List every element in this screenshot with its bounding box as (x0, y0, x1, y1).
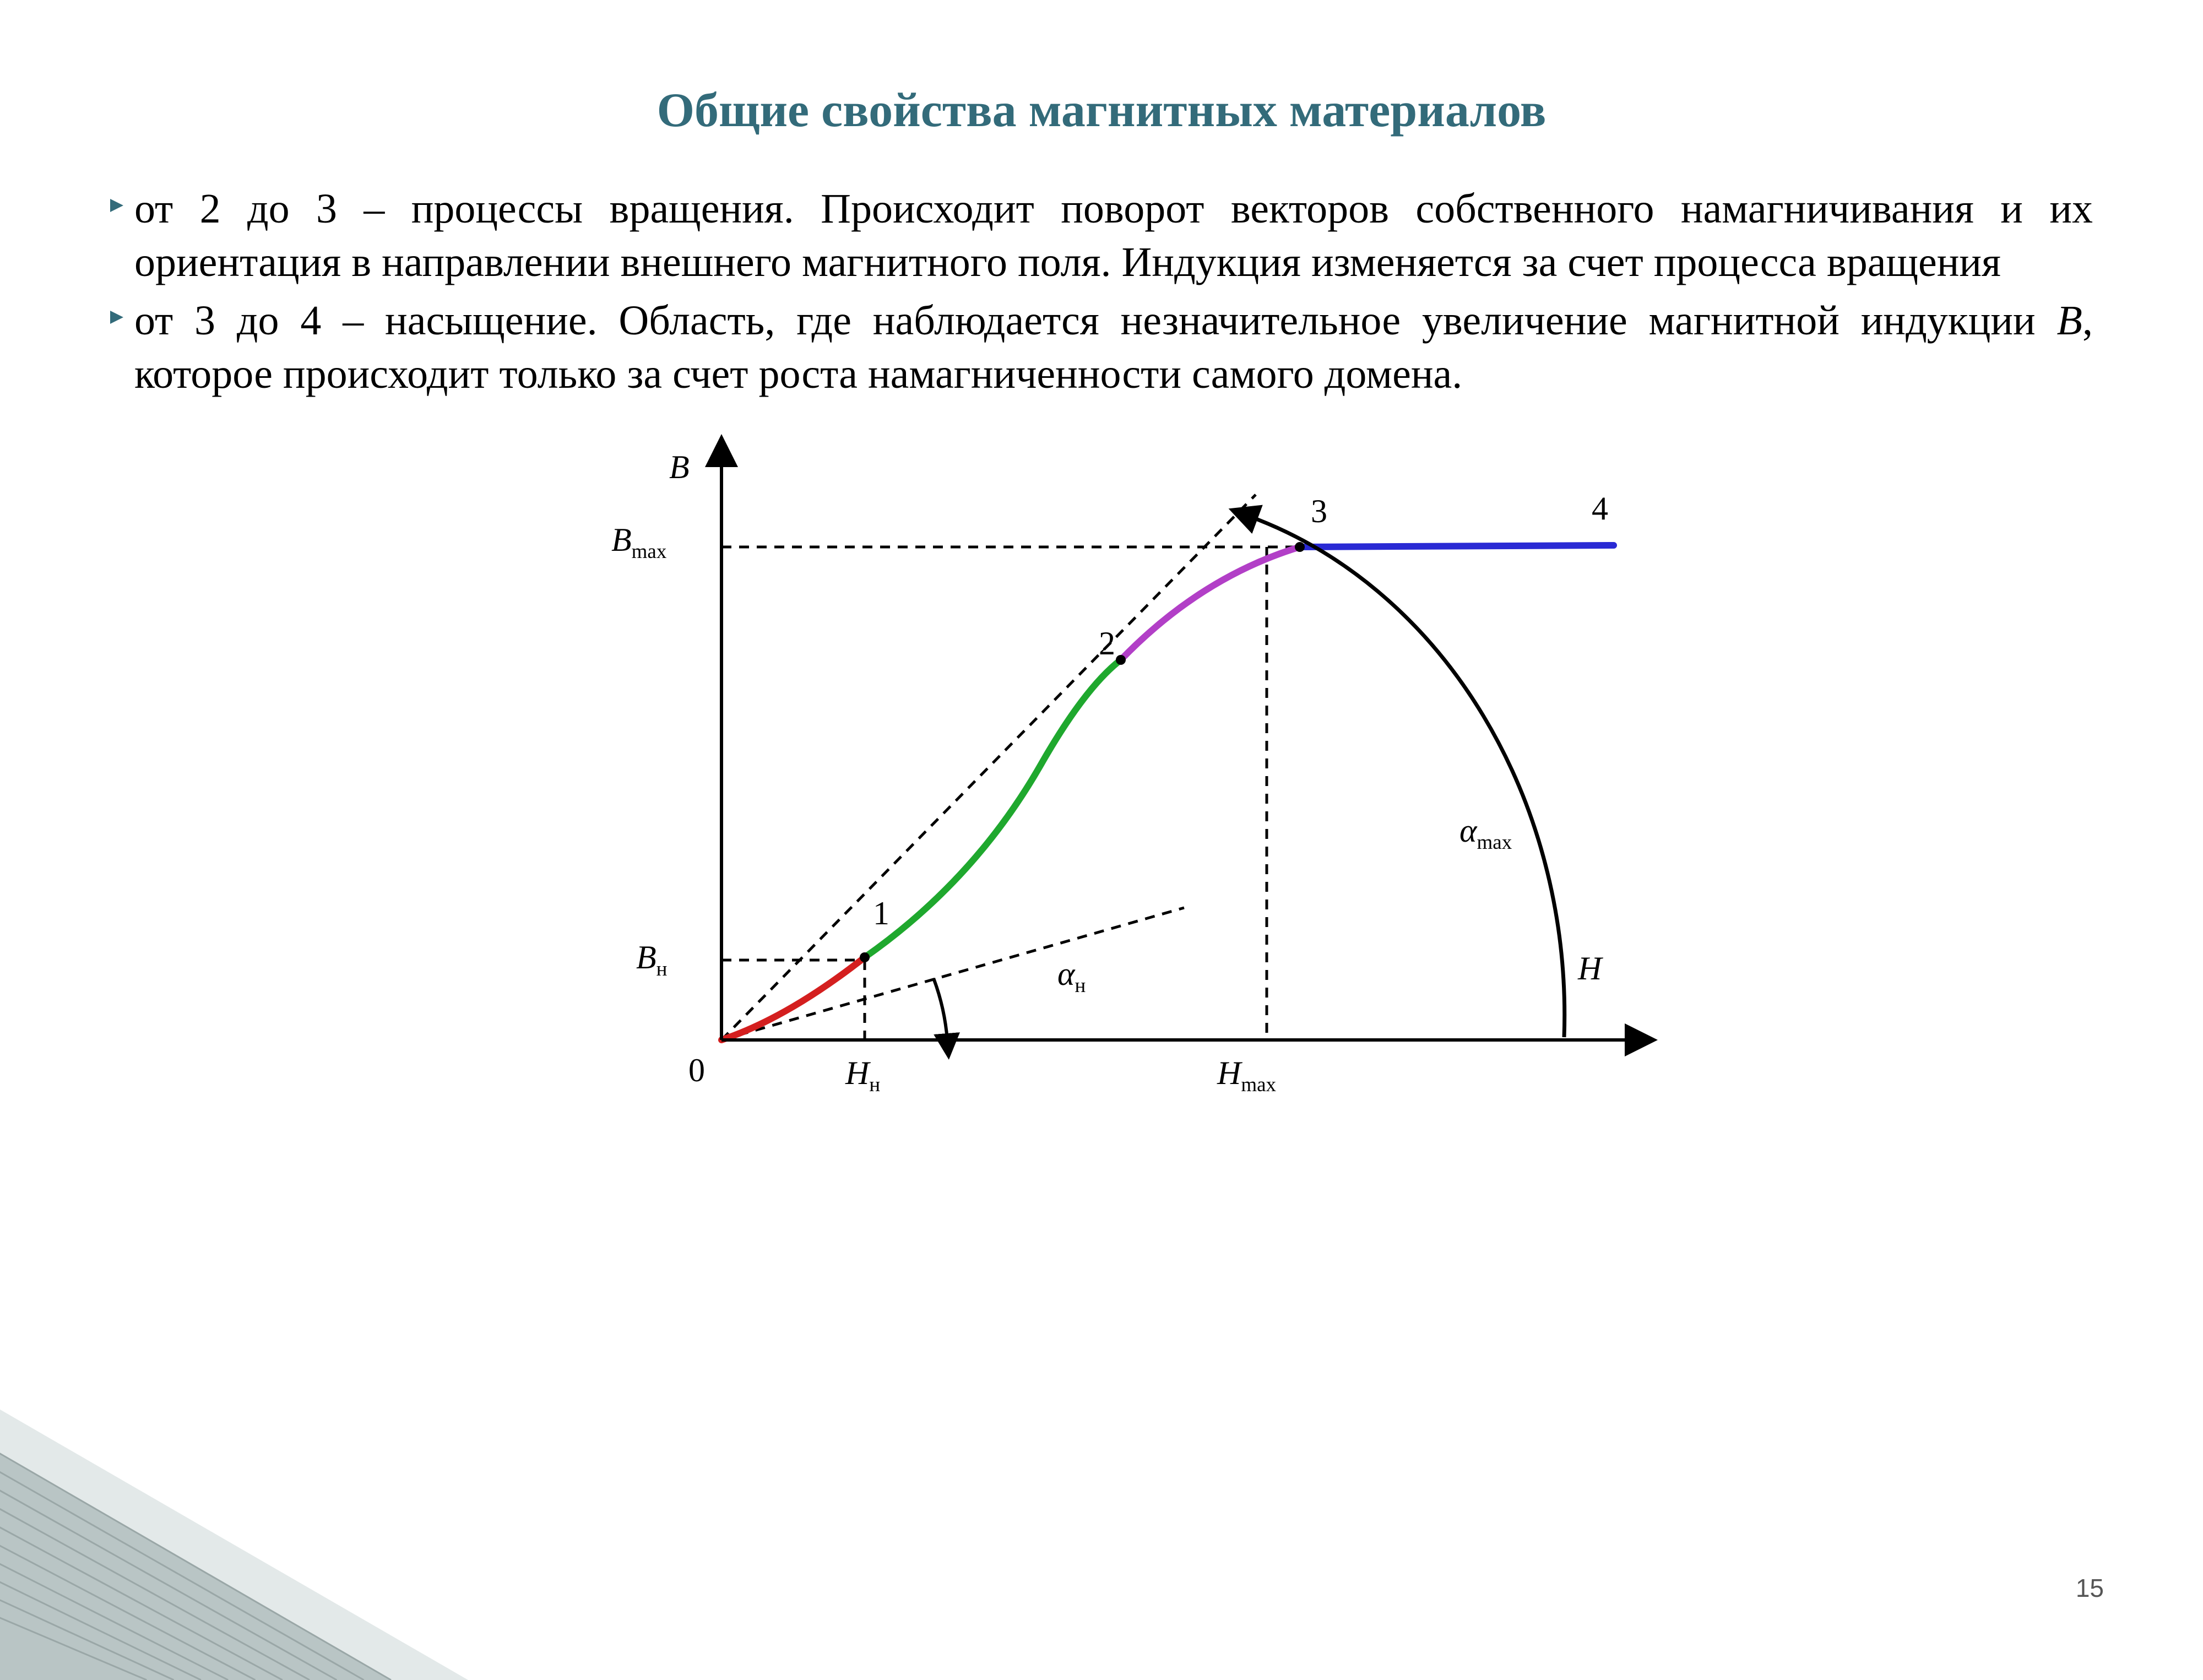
dashed-guides (721, 495, 1300, 1040)
bullet-item: от 3 до 4 – насыщение. Область, где набл… (110, 294, 2093, 402)
curve-segments (721, 545, 1614, 1040)
svg-text:αн: αн (1057, 956, 1086, 997)
svg-text:2: 2 (1099, 625, 1115, 662)
svg-text:H: H (1577, 950, 1604, 987)
magnetization-curve-chart: B Bmax Bн 0 Hн Hmax Hαн αmax 1 2 3 4 (523, 423, 1680, 1128)
svg-text:Bmax: Bmax (611, 522, 667, 563)
svg-text:Bн: Bн (636, 939, 667, 980)
svg-text:αmax: αmax (1459, 812, 1512, 854)
slide-title: Общие свойства магнитных материалов (110, 83, 2093, 138)
svg-text:Hmax: Hmax (1217, 1055, 1277, 1096)
curve-points (860, 542, 1305, 962)
svg-text:B: B (669, 449, 690, 485)
italic-var: B (2057, 297, 2082, 344)
svg-text:Hн: Hн (845, 1055, 880, 1096)
bullet-rest: Область, где наблюдается незначительное … (598, 297, 2057, 344)
bullet-text: от 2 до 3 – процессы вращения. Происходи… (134, 182, 2093, 290)
bullet-item: от 2 до 3 – процессы вращения. Происходи… (110, 182, 2093, 290)
bullet-prefix: от 3 до 4 – насыщение. (134, 297, 598, 344)
bullet-text: от 3 до 4 – насыщение. Область, где набл… (134, 294, 2093, 402)
angle-arcs (934, 517, 1565, 1040)
page-number: 15 (2076, 1573, 2104, 1603)
triangle-bullet-icon (110, 311, 123, 324)
svg-text:1: 1 (873, 895, 889, 931)
svg-text:3: 3 (1311, 493, 1327, 529)
svg-text:0: 0 (688, 1052, 705, 1088)
bullet-prefix: от 2 до 3 – процессы вращения. (134, 186, 794, 232)
triangle-bullet-icon (110, 199, 123, 212)
svg-text:4: 4 (1592, 490, 1608, 527)
